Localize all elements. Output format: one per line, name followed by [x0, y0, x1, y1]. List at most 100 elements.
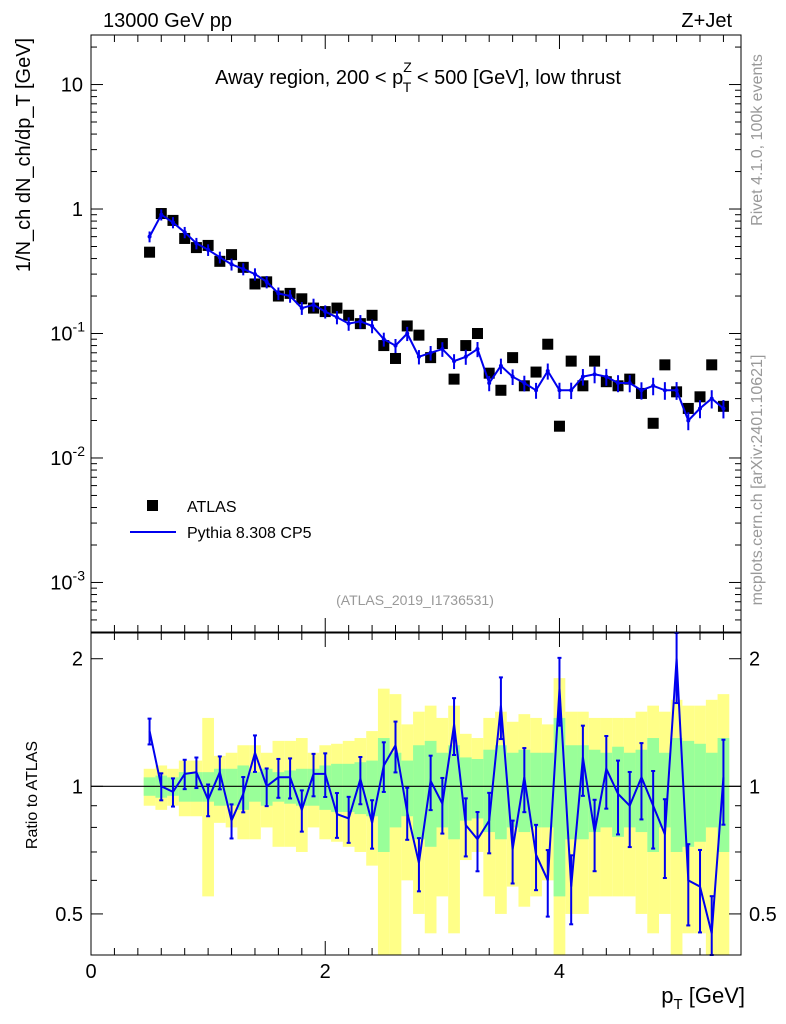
pythia-mc-point — [428, 350, 433, 355]
ratio-y-tick-label: 1 — [72, 776, 83, 798]
pythia-mc-point — [299, 306, 304, 311]
atlas-data-point — [460, 340, 472, 352]
atlas-data-point — [507, 352, 519, 364]
ratio-inner-band — [377, 738, 390, 852]
atlas-data-point — [144, 246, 156, 258]
ratio-inner-band — [448, 745, 460, 840]
ratio-inner-band — [506, 752, 519, 828]
pythia-mc-point — [639, 388, 644, 393]
ratio-inner-band — [694, 743, 706, 842]
ratio-inner-band — [495, 745, 507, 840]
ratio-inner-band — [295, 768, 308, 806]
pythia-mc-point — [452, 359, 457, 364]
ratio-inner-band — [471, 759, 484, 819]
pythia-mc-point — [487, 381, 492, 386]
title-sup: Z — [403, 59, 412, 75]
pythia-mc-point — [510, 374, 515, 379]
x-axis-sub: T — [673, 996, 682, 1013]
pythia-mc-point — [592, 372, 597, 377]
pythia-mc-point — [393, 343, 398, 348]
pythia-mc-point — [721, 406, 726, 411]
ratio-inner-band — [565, 745, 578, 840]
pythia-mc-point — [217, 255, 222, 260]
atlas-data-point — [589, 355, 601, 367]
main-y-tick-label: 10 — [61, 75, 83, 97]
ratio-mc-line — [148, 658, 725, 934]
atlas-data-point — [647, 417, 659, 429]
ratio-y-axis-label: Ratio to ATLAS — [24, 741, 41, 849]
pythia-mc-point — [229, 262, 234, 267]
main-y-tick-label: 10-1 — [50, 319, 85, 346]
main-title: Away region, 200 < pZ T < 500 [GeV], low … — [215, 59, 621, 95]
rivet-side-label: Rivet 4.1.0, 100k events — [749, 54, 766, 226]
atlas-data-point — [331, 302, 343, 314]
ratio-y-tick-label: 2 — [72, 649, 83, 671]
mcplots-side-label: mcplots.cern.ch [arXiv:2401.10621] — [749, 355, 766, 606]
main-y-tick-label: 10-3 — [50, 567, 85, 594]
pythia-mc-point — [604, 374, 609, 379]
atlas-data-point — [542, 338, 554, 350]
legend: ATLAS Pythia 8.308 CP5 — [130, 499, 312, 542]
x-tick-label: 2 — [320, 961, 331, 983]
pythia-mc-point — [440, 347, 445, 352]
ratio-inner-band — [588, 749, 601, 833]
atlas-data-point — [343, 309, 355, 321]
atlas-data-point — [577, 380, 589, 392]
atlas-data-point — [471, 328, 483, 339]
pythia-mc-point — [381, 337, 386, 342]
ratio-inner-band — [331, 763, 343, 812]
pythia-mc-point — [498, 363, 503, 368]
atlas-data-point — [682, 402, 694, 414]
atlas-data-point — [659, 359, 671, 371]
analysis-id: (ATLAS_2019_I1736531) — [336, 592, 494, 608]
ratio-inner-band — [553, 717, 566, 897]
pythia-mc-point — [522, 381, 527, 386]
pythia-mc-point — [569, 388, 574, 393]
pythia-mc-point — [534, 388, 539, 393]
pythia-mc-point — [370, 323, 375, 328]
pythia-mc-point — [170, 220, 175, 225]
pythia-mc-point — [545, 368, 550, 373]
pythia-mc-point — [288, 294, 293, 299]
pythia-mc-point — [358, 319, 363, 324]
pythia-mc-point — [182, 230, 187, 235]
pythia-mc-point — [463, 354, 468, 359]
energy-label: 13000 GeV pp — [103, 10, 232, 32]
pythia-mc-point — [194, 241, 199, 246]
ratio-y-tick-label-right: 1 — [749, 776, 760, 798]
ratio-inner-band — [413, 745, 425, 840]
ratio-inner-band — [670, 738, 683, 852]
pythia-mc-point — [159, 212, 164, 217]
atlas-data-point — [249, 278, 261, 290]
x-axis-unit: [GeV] — [683, 983, 745, 1008]
atlas-data-point — [706, 359, 718, 371]
pythia-mc-point — [651, 383, 656, 388]
tick-exponent: -1 — [73, 319, 86, 335]
ratio-inner-band — [342, 763, 355, 812]
ratio-frame — [90, 632, 742, 956]
main-y-tick-label: 10-2 — [50, 443, 85, 470]
atlas-data-point — [530, 366, 542, 378]
pythia-mc-point — [475, 347, 480, 352]
pythia-mc-point — [709, 396, 714, 401]
atlas-data-point — [179, 232, 191, 244]
pythia-mc-point — [674, 388, 679, 393]
ratio-inner-band — [682, 740, 695, 847]
ratio-inner-band — [483, 749, 496, 833]
tick-base: 10 — [50, 448, 72, 470]
pythia-mc-point — [416, 354, 421, 359]
atlas-data-point — [226, 249, 238, 261]
pythia-mc-point — [627, 381, 632, 386]
ratio-panel: Ratio to ATLAS — [24, 632, 742, 956]
pythia-mc-point — [147, 234, 152, 239]
title-tail: < 500 [GeV], low thrust — [411, 67, 621, 89]
ratio-inner-band — [366, 760, 378, 817]
main-frame — [90, 34, 742, 633]
pythia-mc-point — [616, 381, 621, 386]
pythia-mc-point — [206, 247, 211, 252]
tick-exponent: -2 — [73, 443, 86, 459]
pythia-mc-point — [241, 266, 246, 271]
pythia-mc-point — [686, 418, 691, 423]
